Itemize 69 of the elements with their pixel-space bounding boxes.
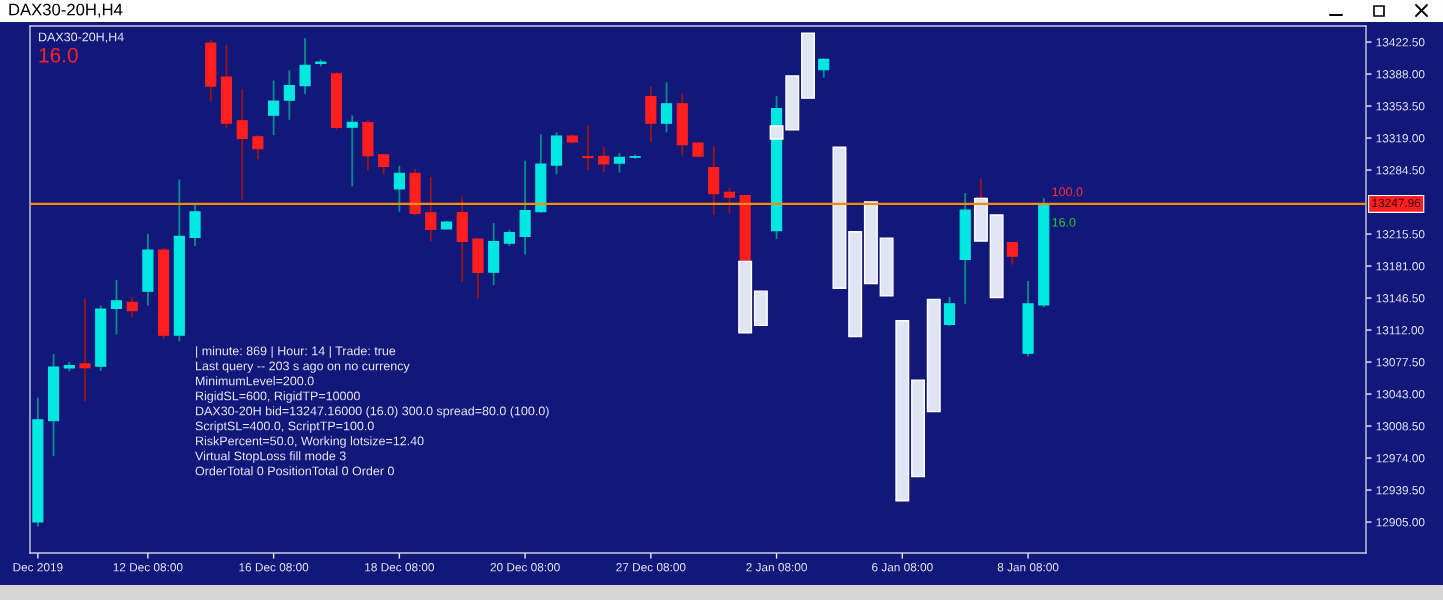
candlestick (613, 152, 625, 174)
y-tick-label: 13215.50 (1376, 230, 1425, 239)
candlestick (346, 114, 358, 188)
annotation: MinimumLevel=200.0 (196, 376, 314, 386)
annotation: Last query -- 203 s ago on no currency (196, 361, 410, 373)
chart-title: DAX30-20H,H4 (9, 3, 123, 18)
y-tick-label: 13112.00 (1376, 326, 1424, 335)
candlestick (393, 164, 405, 213)
x-tick-label: Dec 2019 (13, 563, 63, 572)
bar (738, 260, 753, 334)
bar (926, 298, 941, 413)
annotation: 16.0 (1052, 217, 1076, 227)
candlestick (943, 296, 956, 327)
x-tick-label: 2 Jan 08:00 (746, 563, 807, 572)
y-tick-label: 13077.50 (1376, 358, 1425, 367)
y-tick-label: 13388.00 (1376, 70, 1425, 79)
bar (863, 201, 878, 285)
bar (989, 214, 1004, 299)
y-tick-label: 13043.00 (1376, 390, 1425, 399)
bar (753, 290, 768, 327)
x-tick-label: 20 Dec 08:00 (490, 563, 560, 572)
candlestick (79, 297, 91, 402)
bar (879, 237, 894, 297)
annotation: OrderTotal 0 PositionTotal 0 Order 0 (195, 466, 394, 476)
annotation: Virtual StopLoss fill mode 3 (195, 451, 346, 463)
candlestick (818, 57, 830, 79)
bar (911, 379, 926, 478)
annotation: 100.0 (1052, 187, 1083, 197)
x-tick-label: 8 Jan 08:00 (997, 563, 1059, 572)
bar (832, 146, 847, 289)
annotation: ScriptSL=400.0, ScriptTP=100.0 (195, 421, 374, 433)
candlestick (110, 279, 123, 336)
y-tick-label: 12939.50 (1376, 486, 1425, 495)
candlestick (425, 175, 437, 243)
candlestick (268, 79, 280, 136)
y-tick-label: 13146.50 (1376, 294, 1425, 303)
x-tick-label: 12 Dec 08:00 (113, 563, 183, 572)
candlestick (598, 146, 610, 173)
y-tick-label: 13319.00 (1376, 134, 1425, 143)
x-tick-label: 6 Jan 08:00 (872, 563, 933, 572)
candlestick (126, 296, 138, 319)
y-tick-label: 13181.00 (1376, 262, 1425, 271)
candlestick (299, 37, 311, 96)
y-tick-label: 12974.00 (1376, 454, 1425, 463)
candlestick (236, 88, 248, 201)
bar (801, 32, 816, 99)
annotation: RiskPercent=50.0, Working lotsize=12.40 (196, 436, 424, 448)
candlestick (723, 187, 736, 215)
y-tick-label: 13353.50 (1376, 102, 1425, 111)
candlestick (1006, 241, 1018, 266)
bar (895, 320, 910, 502)
ref-line-label: 13247.96 (1372, 198, 1421, 208)
x-tick-label: 18 Dec 08:00 (365, 563, 435, 572)
y-tick-label: 13422.50 (1376, 38, 1425, 47)
candlestick (283, 69, 295, 121)
y-tick-label: 12905.00 (1376, 518, 1425, 527)
annotation: | minute: 869 | Hour: 14 | Trade: true (196, 346, 396, 358)
chart-subtitle: DAX30-20H,H4 (39, 32, 124, 43)
candlestick (252, 134, 264, 160)
candlestick (582, 124, 594, 171)
bar (848, 231, 863, 338)
x-tick-label: 27 Dec 08:00 (616, 563, 686, 572)
annotation: DAX30-20H bid=13247.16000 (16.0) 300.0 spread=80.0 (100.0) (196, 406, 549, 418)
candlestick (660, 81, 673, 134)
y-tick-label: 13008.50 (1376, 422, 1425, 431)
y-tick-label: 13284.50 (1376, 166, 1425, 175)
annotation: RigidSL=600, RigidTP=10000 (196, 391, 360, 403)
x-tick-label: 16 Dec 08:00 (239, 563, 309, 572)
annotation: 16.0 (39, 47, 78, 63)
